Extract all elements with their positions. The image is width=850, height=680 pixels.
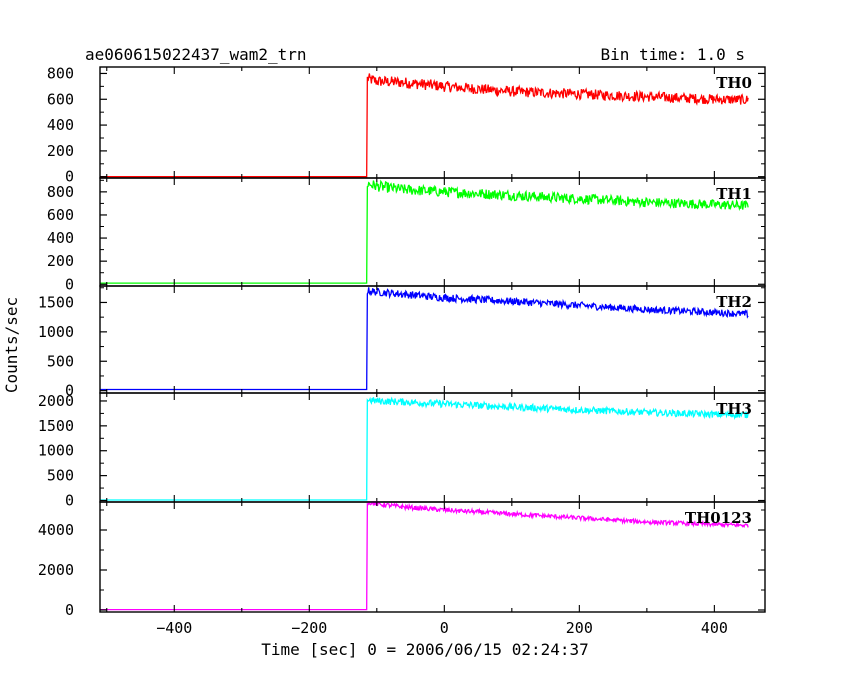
y-tick-label: 1500 bbox=[38, 293, 74, 311]
y-tick-label: 500 bbox=[47, 467, 74, 485]
y-tick-label: 4000 bbox=[38, 521, 74, 539]
x-tick-label: 400 bbox=[701, 619, 728, 637]
y-tick-label: 1500 bbox=[38, 417, 74, 435]
series-line-th0 bbox=[100, 73, 749, 178]
series-line-th0123 bbox=[100, 500, 749, 611]
y-tick-label: 0 bbox=[65, 601, 74, 619]
bin-time-label: Bin time: 1.0 s bbox=[601, 45, 746, 64]
panel-label-th1: TH1 bbox=[716, 185, 752, 203]
panel-frame-th0123 bbox=[99, 501, 766, 613]
y-tick-label: 2000 bbox=[38, 392, 74, 410]
panel-label-th0123: TH0123 bbox=[685, 509, 752, 527]
y-axis-label: Counts/sec bbox=[2, 297, 21, 393]
y-tick-label: 600 bbox=[47, 90, 74, 108]
y-tick-label: 600 bbox=[47, 206, 74, 224]
panel-frame-th0 bbox=[99, 66, 766, 179]
y-tick-label: 1000 bbox=[38, 442, 74, 460]
y-tick-label: 400 bbox=[47, 229, 74, 247]
series-line-th1 bbox=[100, 179, 749, 284]
y-tick-label: 0 bbox=[65, 275, 74, 293]
panel-label-th0: TH0 bbox=[716, 74, 752, 92]
chart-title: ae060615022437_wam2_trn bbox=[85, 45, 307, 64]
y-tick-label: 800 bbox=[47, 183, 74, 201]
x-tick-label: 0 bbox=[440, 619, 449, 637]
y-tick-label: 500 bbox=[47, 352, 74, 370]
x-axis-label: Time [sec] 0 = 2006/06/15 02:24:37 bbox=[261, 640, 589, 659]
series-line-th2 bbox=[100, 287, 749, 391]
panel-frame-th3 bbox=[99, 392, 766, 503]
x-tick-label: 200 bbox=[566, 619, 593, 637]
y-tick-label: 0 bbox=[65, 382, 74, 400]
y-tick-label: 2000 bbox=[38, 561, 74, 579]
series-line-th3 bbox=[100, 396, 749, 501]
panels-group: 0 200 400 600 800 TH0 0 200 400 600 800 TH1 0 500 1000… bbox=[38, 64, 766, 637]
y-tick-label: 1000 bbox=[38, 323, 74, 341]
x-tick-label: −400 bbox=[156, 619, 192, 637]
y-tick-label: 0 bbox=[65, 492, 74, 510]
y-tick-label: 200 bbox=[47, 142, 74, 160]
panel-label-th2: TH2 bbox=[716, 293, 752, 311]
panel-frame-th2 bbox=[99, 285, 766, 394]
y-tick-label: 0 bbox=[65, 168, 74, 186]
x-tick-label: −200 bbox=[291, 619, 327, 637]
panel-label-th3: TH3 bbox=[716, 400, 752, 418]
y-tick-label: 400 bbox=[47, 116, 74, 134]
y-tick-label: 800 bbox=[47, 64, 74, 82]
panel-frame-th1 bbox=[99, 177, 766, 287]
y-tick-label: 200 bbox=[47, 252, 74, 270]
